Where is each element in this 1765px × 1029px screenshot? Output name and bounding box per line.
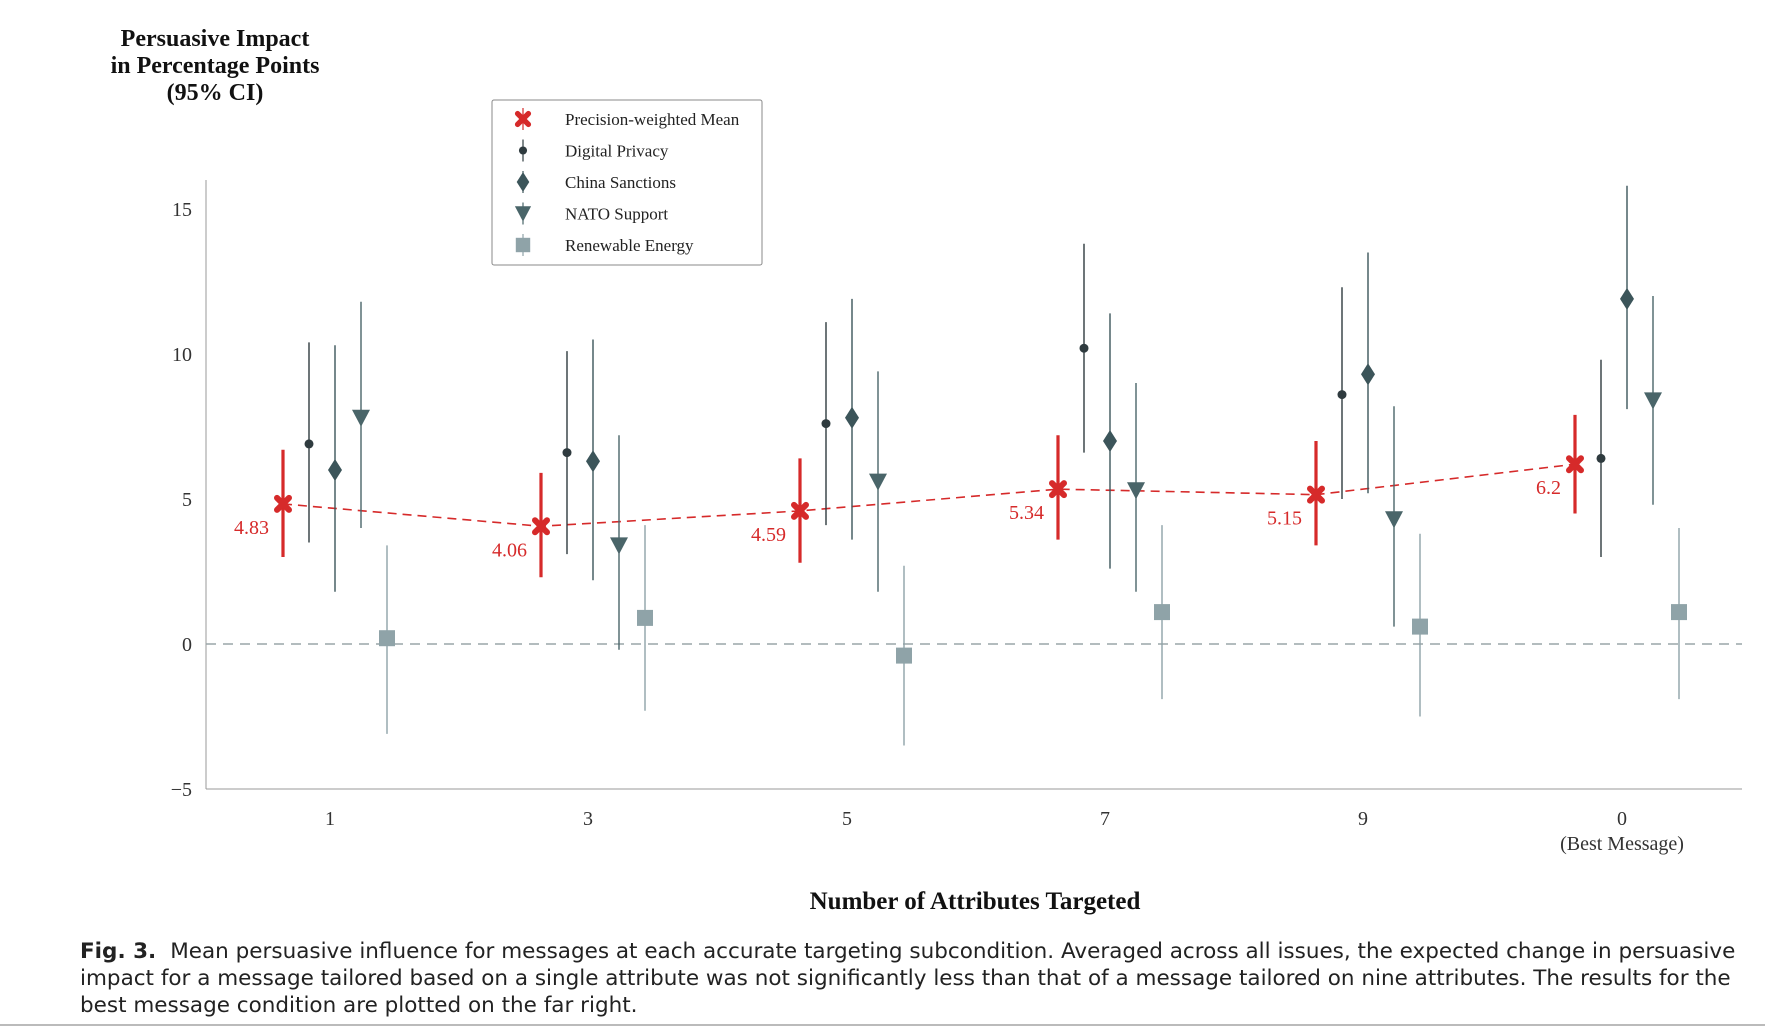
cross-marker [274, 494, 292, 513]
y-axis-title-line-2: in Percentage Points [111, 53, 320, 79]
legend-item-mean: Precision-weighted Mean [514, 108, 740, 130]
triangle-marker [610, 537, 628, 555]
square-marker [1671, 604, 1687, 621]
square-marker [896, 647, 912, 664]
mean-value-label: 4.83 [234, 517, 269, 539]
x-tick-label: 1 [325, 808, 335, 830]
square-marker [1154, 604, 1170, 621]
legend-item-china: China Sanctions [516, 171, 676, 193]
cross-stroke [532, 517, 550, 536]
diamond-marker [1620, 287, 1634, 310]
y-tick-label: 10 [172, 344, 192, 366]
x-axis-title: Number of Attributes Targeted [810, 888, 1141, 915]
cross-stroke [791, 501, 809, 520]
mean-trend-line [282, 463, 1576, 528]
caption-text: Mean persuasive influence for messages a… [80, 939, 1736, 1018]
y-tick-label: −5 [171, 779, 192, 801]
y-tick-label: 5 [182, 489, 192, 511]
x-tick-label: 0 [1617, 808, 1627, 830]
legend-item-nato: NATO Support [514, 202, 668, 225]
caption-label: Fig. 3. [80, 939, 157, 964]
legend-label: Digital Privacy [565, 142, 669, 161]
y-axis-title-line-1: Persuasive Impact [121, 26, 310, 52]
legend-label: Renewable Energy [565, 236, 694, 255]
diamond-marker [328, 459, 342, 481]
legend-box [491, 99, 763, 266]
cross-stroke [514, 110, 532, 128]
circle-marker [518, 146, 528, 155]
triangle-marker [514, 206, 532, 222]
legend-label: China Sanctions [565, 173, 676, 192]
x-tick-sublabel: (Best Message) [1560, 833, 1684, 855]
circle-marker [821, 419, 831, 429]
square-marker [379, 630, 395, 647]
triangle-marker [1385, 511, 1403, 529]
cross-marker [1307, 485, 1325, 504]
circle-marker [1337, 390, 1347, 400]
legend-label: Precision-weighted Mean [565, 110, 740, 129]
x-tick-label: 3 [583, 808, 593, 830]
series-mean: 4.83 4.06 4.59 5.34 5.15 6.2 [234, 414, 1584, 578]
legend-item-privacy: Digital Privacy [518, 139, 669, 162]
diamond-marker [516, 172, 530, 192]
cross-stroke [274, 494, 292, 513]
triangle-marker [869, 473, 887, 491]
series-china [328, 185, 1634, 592]
cross-marker [532, 517, 550, 536]
circle-marker [304, 439, 314, 449]
legend-item-energy: Renewable Energy [515, 234, 694, 256]
data-series: 4.83 4.06 4.59 5.34 5.15 6.2 [234, 185, 1687, 746]
diamond-marker [586, 450, 600, 473]
x-tick-label: 5 [842, 808, 852, 830]
triangle-marker [352, 409, 370, 427]
y-ticks: −5 0 5 10 15 [171, 199, 192, 801]
series-privacy [304, 243, 1606, 557]
x-ticks: 1 3 5 7 9 0 (Best Message) [325, 808, 1684, 855]
series-nato [352, 296, 1662, 650]
x-tick-label: 7 [1100, 808, 1110, 830]
chart: Persuasive Impact in Percentage Points (… [111, 26, 1742, 915]
mean-trend-polyline [282, 463, 1576, 528]
square-marker [637, 609, 653, 626]
triangle-marker [1644, 392, 1662, 410]
cross-marker [1049, 480, 1067, 499]
mean-value-label: 4.06 [492, 539, 527, 561]
figure-caption: Fig. 3. Mean persuasive influence for mes… [80, 938, 1760, 1019]
cross-marker [1566, 455, 1584, 474]
square-marker [1412, 618, 1428, 635]
mean-value-label: 5.34 [1009, 502, 1044, 524]
cross-stroke [1049, 480, 1067, 499]
y-axis-title-line-3: (95% CI) [167, 80, 264, 106]
circle-marker [562, 448, 572, 458]
diamond-marker [1361, 363, 1375, 386]
mean-value-label: 4.59 [751, 524, 786, 546]
diamond-marker [1103, 430, 1117, 452]
cross-marker [514, 110, 532, 128]
series-energy [379, 525, 1687, 746]
circle-marker [1079, 343, 1089, 353]
legend: Precision-weighted Mean Digital Privacy Ch… [491, 99, 763, 266]
y-tick-label: 0 [182, 634, 192, 656]
square-marker [515, 237, 531, 253]
mean-value-label: 6.2 [1536, 477, 1561, 499]
cross-marker [791, 501, 809, 520]
triangle-marker [1127, 482, 1145, 500]
bottom-divider [0, 1024, 1765, 1026]
y-tick-label: 15 [172, 199, 192, 221]
cross-stroke [1566, 455, 1584, 474]
diamond-marker [845, 406, 859, 429]
circle-marker [1596, 453, 1606, 463]
mean-value-label: 5.15 [1267, 508, 1302, 530]
legend-label: NATO Support [565, 205, 668, 224]
x-tick-label: 9 [1358, 808, 1368, 830]
cross-stroke [1307, 485, 1325, 504]
